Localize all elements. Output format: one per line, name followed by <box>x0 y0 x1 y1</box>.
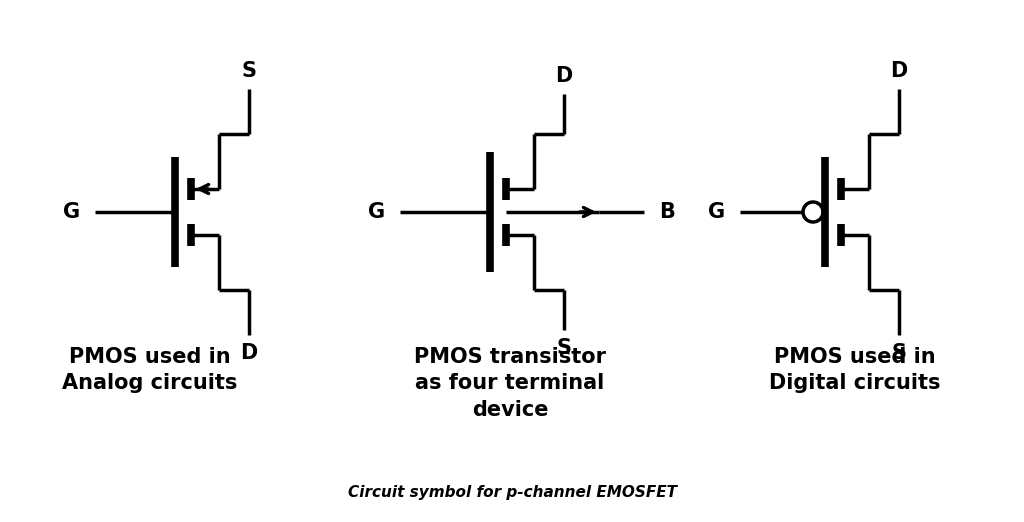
Text: PMOS transistor
as four terminal
device: PMOS transistor as four terminal device <box>414 347 606 420</box>
Text: S: S <box>892 343 906 363</box>
Text: D: D <box>555 66 572 86</box>
Text: B: B <box>659 202 675 222</box>
Text: PMOS used in
Analog circuits: PMOS used in Analog circuits <box>62 347 238 394</box>
Text: G: G <box>368 202 385 222</box>
Text: Circuit symbol for p-channel EMOSFET: Circuit symbol for p-channel EMOSFET <box>347 485 677 500</box>
Text: S: S <box>556 338 571 358</box>
Text: G: G <box>708 202 725 222</box>
Text: D: D <box>891 61 907 81</box>
Text: G: G <box>62 202 80 222</box>
Text: PMOS used in
Digital circuits: PMOS used in Digital circuits <box>769 347 941 394</box>
Text: S: S <box>242 61 256 81</box>
Text: D: D <box>241 343 258 363</box>
